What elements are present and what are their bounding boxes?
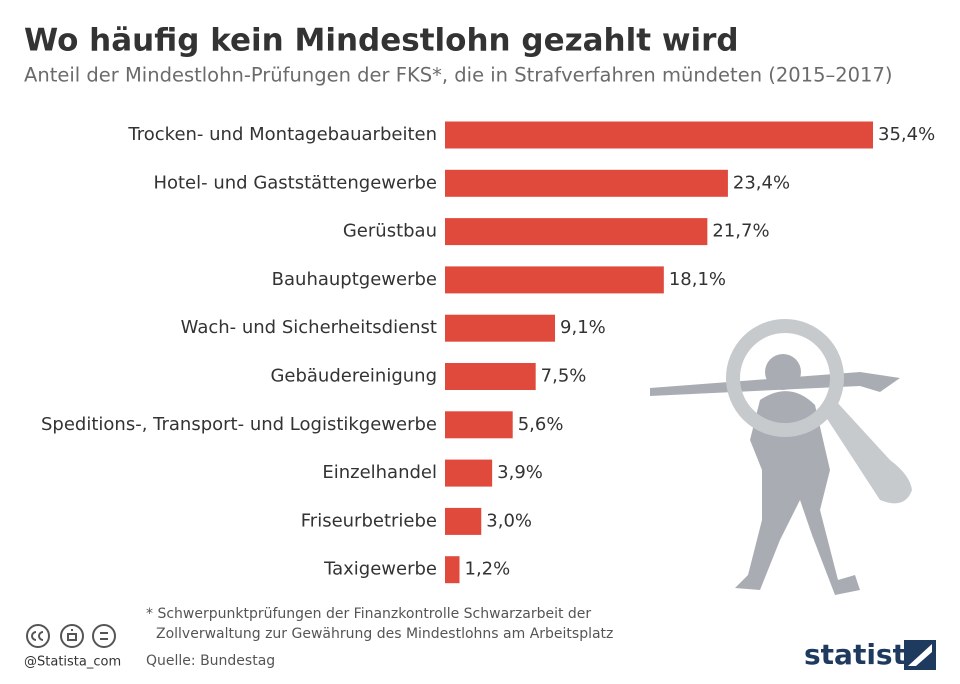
category-label: Friseurbetriebe [301,510,437,531]
category-label: Hotel- und Gaststättengewerbe [153,172,437,193]
category-label: Trocken- und Montagebauarbeiten [127,124,437,145]
handle: @Statista_com [24,655,121,670]
value-label: 1,2% [465,559,511,580]
value-label: 21,7% [712,221,769,242]
illustration [650,319,912,595]
bar [445,556,460,584]
value-label: 3,0% [486,510,532,531]
category-label: Einzelhandel [322,462,437,483]
license-icons [26,624,116,648]
bar [445,314,556,342]
bar [445,411,513,439]
value-label: 7,5% [541,366,587,387]
bar [445,507,482,535]
chart-title: Wo häufig kein Mindestlohn gezahlt wird [24,23,739,59]
bar [445,459,493,487]
value-label: 35,4% [878,124,935,145]
value-label: 3,9% [497,462,543,483]
chart-subtitle: Anteil der Mindestlohn-Prüfungen der FKS… [24,64,892,87]
bar [445,121,873,149]
bar [445,169,728,197]
value-label: 9,1% [560,317,606,338]
category-label: Speditions-, Transport- und Logistikgewe… [41,414,437,435]
category-label: Gerüstbau [343,221,437,242]
bar [445,266,664,294]
category-label: Wach- und Sicherheitsdienst [181,317,437,338]
category-label: Gebäudereinigung [270,366,437,387]
logo-mark [904,640,936,670]
category-label: Taxigewerbe [323,559,437,580]
source: Quelle: Bundestag [146,653,275,669]
bar [445,218,708,246]
category-label: Bauhauptgewerbe [272,269,437,290]
footnote: * Schwerpunktprüfungen der Finanzkontrol… [146,606,591,622]
value-label: 23,4% [733,172,790,193]
bar [445,363,536,390]
footnote: Zollverwaltung zur Gewährung des Mindest… [156,626,613,642]
value-label: 18,1% [669,269,726,290]
value-label: 5,6% [518,414,564,435]
